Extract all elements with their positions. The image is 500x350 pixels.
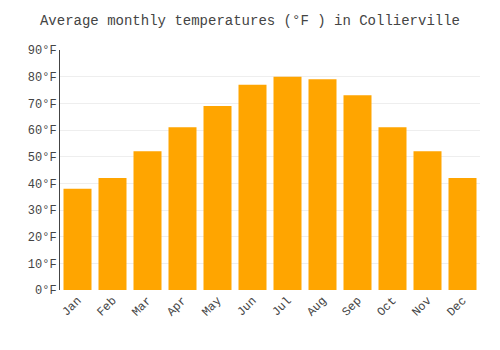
svg-text:Sep: Sep [339, 294, 364, 319]
svg-text:50°F: 50°F [28, 151, 57, 165]
svg-text:Jun: Jun [234, 294, 259, 319]
svg-text:40°F: 40°F [28, 178, 57, 192]
svg-text:60°F: 60°F [28, 124, 57, 138]
svg-text:Jul: Jul [269, 294, 294, 319]
svg-text:Apr: Apr [164, 294, 189, 319]
svg-text:Oct: Oct [374, 294, 399, 319]
svg-text:Jan: Jan [59, 294, 84, 319]
svg-text:Aug: Aug [304, 294, 329, 319]
svg-text:Average monthly temperatures (: Average monthly temperatures (°F ) in Co… [40, 13, 460, 29]
svg-text:10°F: 10°F [28, 258, 57, 272]
svg-text:80°F: 80°F [28, 71, 57, 85]
svg-text:Dec: Dec [444, 294, 469, 319]
svg-text:May: May [199, 294, 224, 319]
svg-text:70°F: 70°F [28, 98, 57, 112]
svg-text:Feb: Feb [94, 294, 119, 319]
svg-text:0°F: 0°F [35, 284, 57, 298]
svg-text:Mar: Mar [129, 294, 154, 319]
svg-text:30°F: 30°F [28, 204, 57, 218]
svg-text:20°F: 20°F [28, 231, 57, 245]
svg-text:90°F: 90°F [28, 44, 57, 58]
svg-text:Nov: Nov [409, 294, 434, 319]
